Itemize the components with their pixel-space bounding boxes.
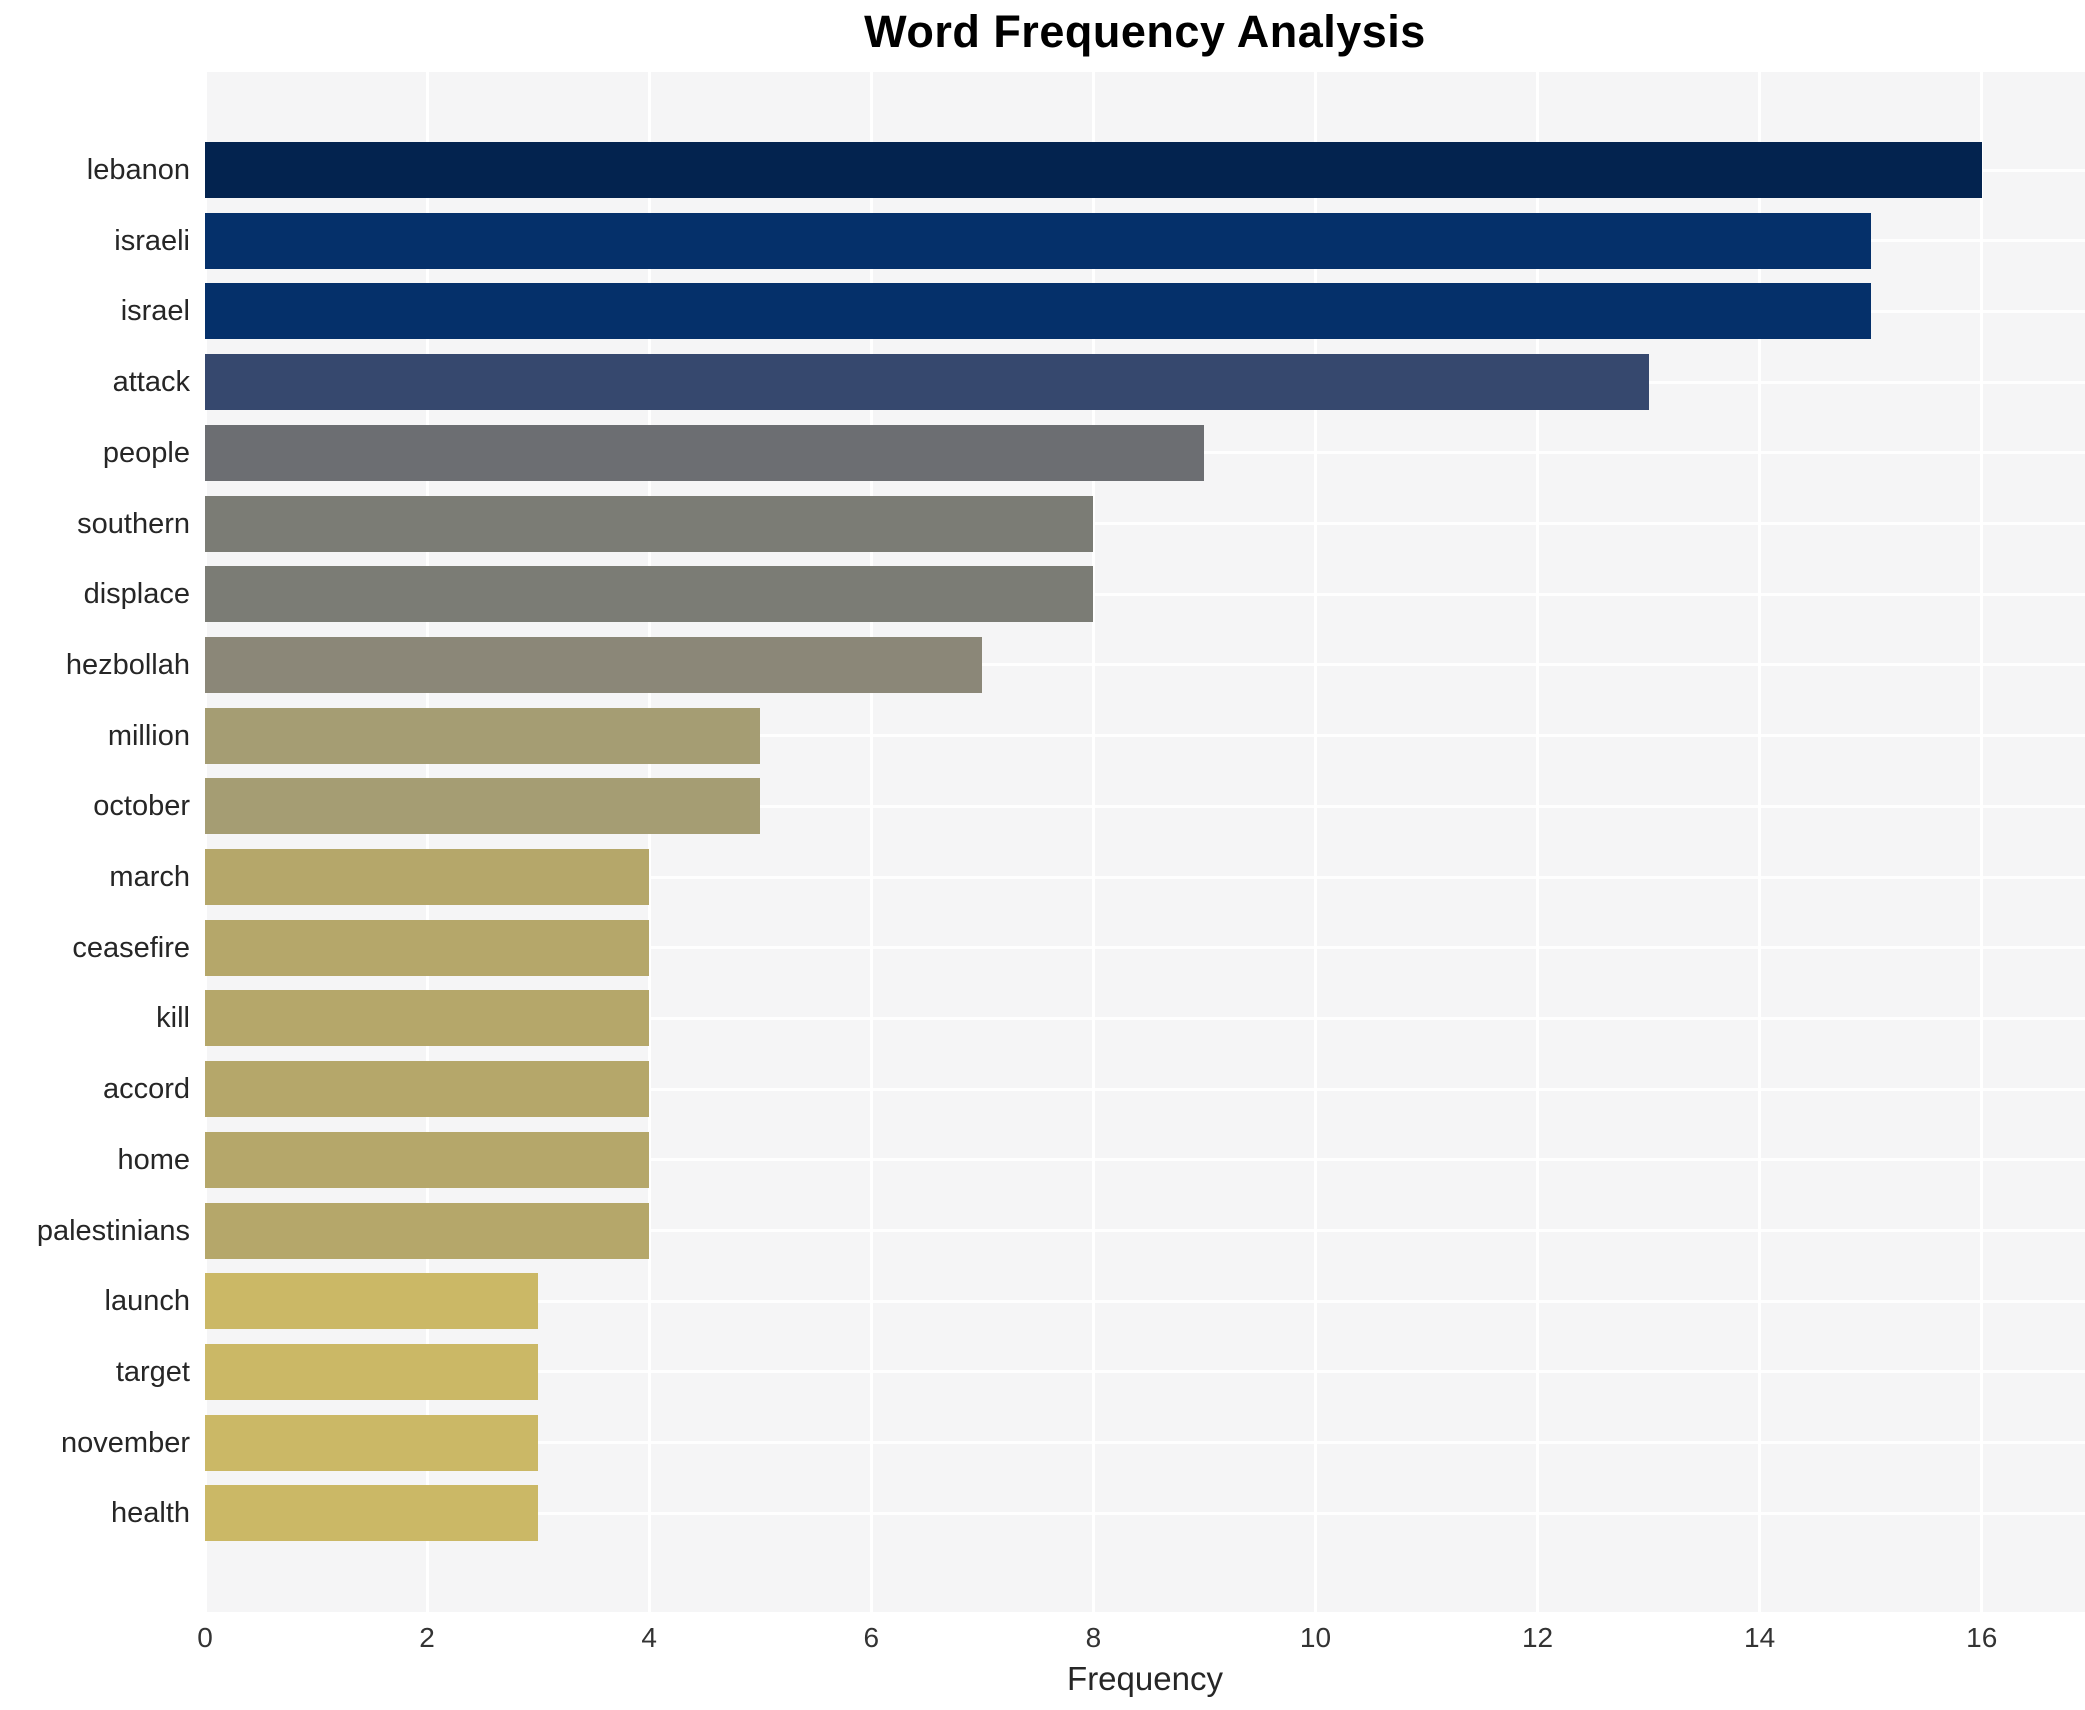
horizontal-gridline (205, 1087, 2085, 1091)
horizontal-gridline (205, 522, 2085, 525)
frequency-bar-southern (205, 495, 1094, 552)
horizontal-gridline (205, 1158, 2085, 1162)
frequency-bar-million (205, 707, 761, 764)
frequency-bar-israel (205, 283, 1871, 340)
x-tick-label-12: 12 (1521, 1622, 1554, 1653)
category-label-launch: launch (104, 1285, 190, 1318)
category-label-kill: kill (156, 1002, 190, 1035)
frequency-bar-october (205, 778, 761, 835)
category-label-people: people (102, 436, 190, 469)
frequency-bar-displace (205, 566, 1094, 623)
plot-area (203, 72, 2085, 1612)
category-label-displace: displace (83, 578, 190, 611)
frequency-bar-launch (205, 1273, 539, 1330)
frequency-bar-palestinians (205, 1202, 650, 1259)
x-tick-label-14: 14 (1744, 1622, 1776, 1653)
category-label-palestinians: palestinians (36, 1214, 190, 1247)
x-tick-label-8: 8 (1085, 1622, 1102, 1653)
vertical-gridline (425, 72, 429, 1612)
frequency-bar-attack (205, 354, 1649, 411)
vertical-gridline (1980, 72, 1984, 1612)
horizontal-gridline (205, 734, 2085, 738)
vertical-gridline (647, 72, 651, 1612)
category-label-israel: israel (120, 295, 190, 328)
x-tick-label-2: 2 (419, 1622, 435, 1653)
vertical-gridline (203, 72, 207, 1612)
frequency-bar-target (205, 1343, 539, 1400)
x-tick-label-4: 4 (641, 1622, 657, 1653)
horizontal-gridline (205, 946, 2085, 950)
vertical-gridline (1536, 72, 1540, 1612)
category-label-hezbollah: hezbollah (65, 648, 190, 681)
horizontal-gridline (205, 1511, 2085, 1515)
category-label-israeli: israeli (114, 224, 190, 257)
category-label-attack: attack (112, 366, 190, 399)
category-label-health: health (110, 1497, 190, 1530)
x-tick-label-0: 0 (197, 1622, 213, 1653)
category-label-march: march (109, 861, 190, 893)
horizontal-gridline (205, 663, 2085, 667)
frequency-bar-accord (205, 1061, 650, 1118)
category-label-november: november (61, 1426, 190, 1459)
horizontal-gridline (205, 875, 2085, 879)
category-label-million: million (107, 719, 190, 752)
horizontal-gridline (205, 1299, 2085, 1303)
category-label-october: october (93, 790, 190, 823)
frequency-bar-home (205, 1131, 650, 1188)
frequency-bar-march (205, 849, 650, 905)
category-label-accord: accord (102, 1073, 190, 1106)
x-tick-label-10: 10 (1299, 1622, 1332, 1653)
frequency-bar-ceasefire (205, 919, 650, 976)
category-label-southern: southern (77, 507, 190, 540)
category-label-ceasefire: ceasefire (72, 931, 190, 964)
frequency-bar-november (205, 1414, 539, 1471)
vertical-gridline (1758, 72, 1762, 1612)
vertical-gridline (1091, 72, 1095, 1612)
frequency-bar-kill (205, 990, 650, 1047)
horizontal-gridline (205, 804, 2085, 808)
frequency-bar-lebanon (205, 142, 1982, 198)
vertical-gridline (869, 72, 873, 1612)
x-axis-label: Frequency (1067, 1660, 1223, 1697)
x-tick-label-6: 6 (863, 1622, 880, 1653)
horizontal-gridline (205, 592, 2085, 596)
horizontal-gridline (205, 1229, 2085, 1232)
frequency-bar-israeli (205, 212, 1871, 269)
horizontal-gridline (205, 1016, 2085, 1020)
category-label-lebanon: lebanon (86, 154, 190, 186)
frequency-bar-people (205, 424, 1205, 481)
chart-title: Word Frequency Analysis (864, 6, 1426, 57)
category-label-home: home (117, 1143, 190, 1176)
horizontal-gridline (205, 1370, 2085, 1374)
horizontal-gridline (205, 1441, 2085, 1445)
vertical-gridline (1313, 72, 1317, 1612)
frequency-bar-hezbollah (205, 636, 983, 693)
frequency-bar-health (205, 1485, 539, 1542)
x-tick-label-16: 16 (1966, 1622, 1998, 1653)
category-label-target: target (115, 1355, 190, 1388)
